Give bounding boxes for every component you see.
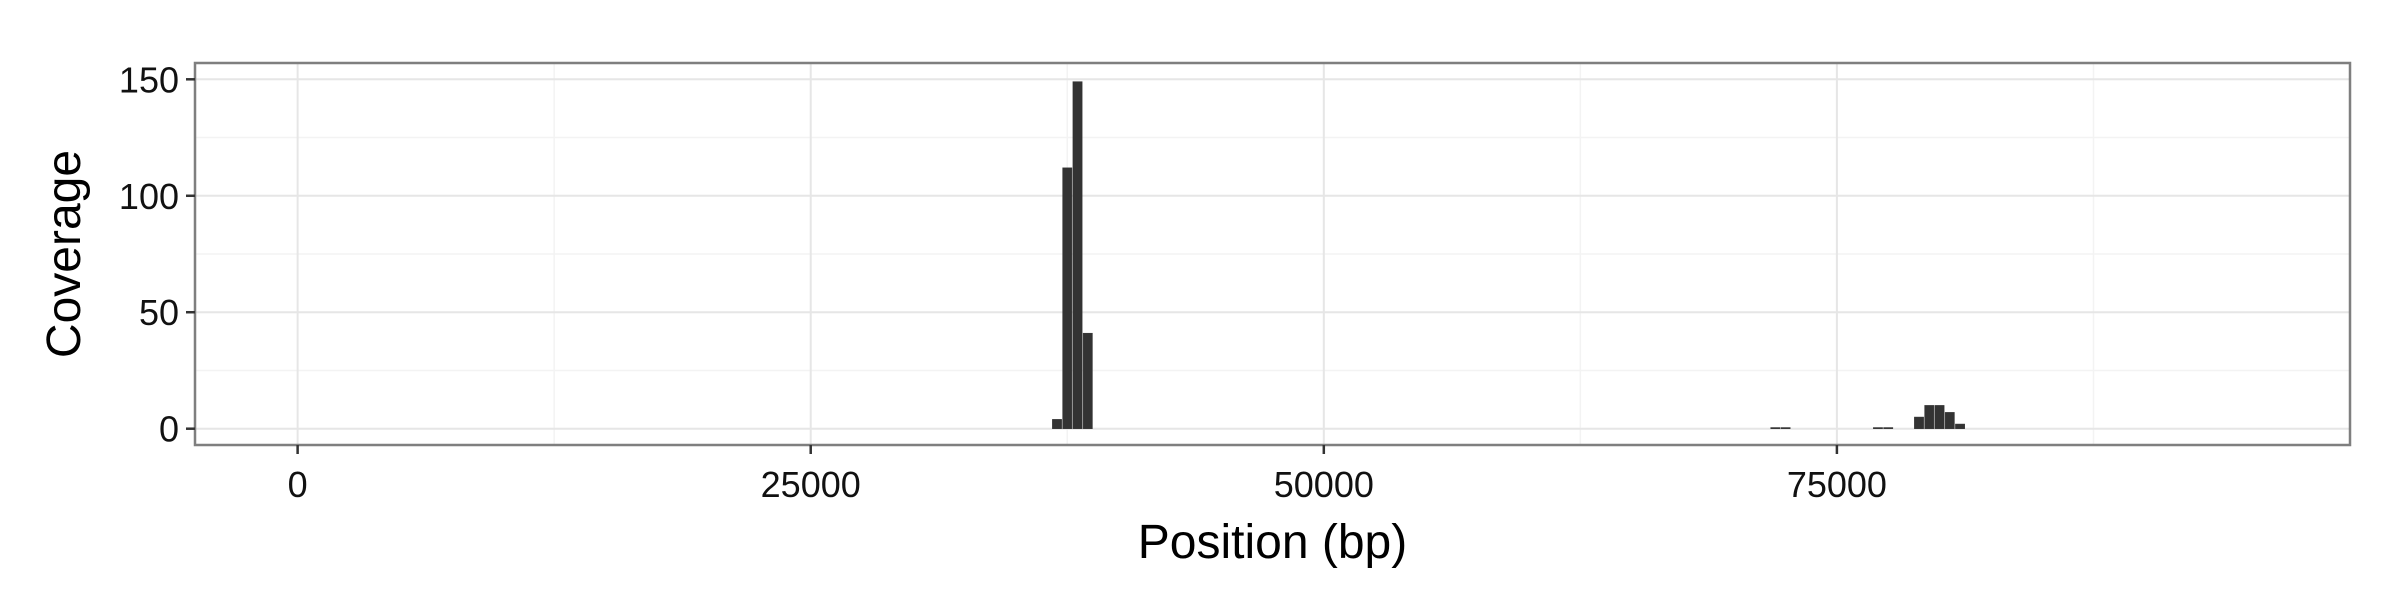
x-tick-label: 75000 (1787, 464, 1887, 505)
bar (1072, 81, 1083, 429)
bar (1873, 427, 1883, 429)
bar (1955, 423, 1965, 429)
bar (1883, 427, 1894, 429)
axis-ticks (186, 78, 1839, 454)
bar (1934, 405, 1945, 429)
x-axis-title: Position (bp) (1138, 516, 1407, 569)
bars-layer (1052, 81, 1965, 429)
y-tick-label: 50 (139, 292, 179, 333)
bar (1062, 167, 1073, 429)
y-tick-label: 0 (159, 409, 179, 450)
y-tick-label: 100 (119, 176, 179, 217)
y-tick-label: 150 (119, 59, 179, 100)
bar (1052, 419, 1062, 429)
x-tick-label: 25000 (761, 464, 861, 505)
x-tick-label: 0 (288, 464, 308, 505)
panel-border (193, 61, 2352, 447)
y-tick-labels: 0 50 100 150 (119, 59, 179, 449)
grid-lines (195, 63, 2350, 445)
x-tick-labels: 0 25000 50000 75000 (288, 464, 1887, 505)
bar (1780, 427, 1791, 429)
x-tick-label: 50000 (1274, 464, 1374, 505)
bar (1770, 427, 1781, 429)
bar (1944, 412, 1955, 429)
bar (1914, 416, 1924, 429)
y-axis-title: Coverage (38, 150, 91, 358)
bar (1082, 332, 1093, 429)
bar (1924, 405, 1935, 429)
